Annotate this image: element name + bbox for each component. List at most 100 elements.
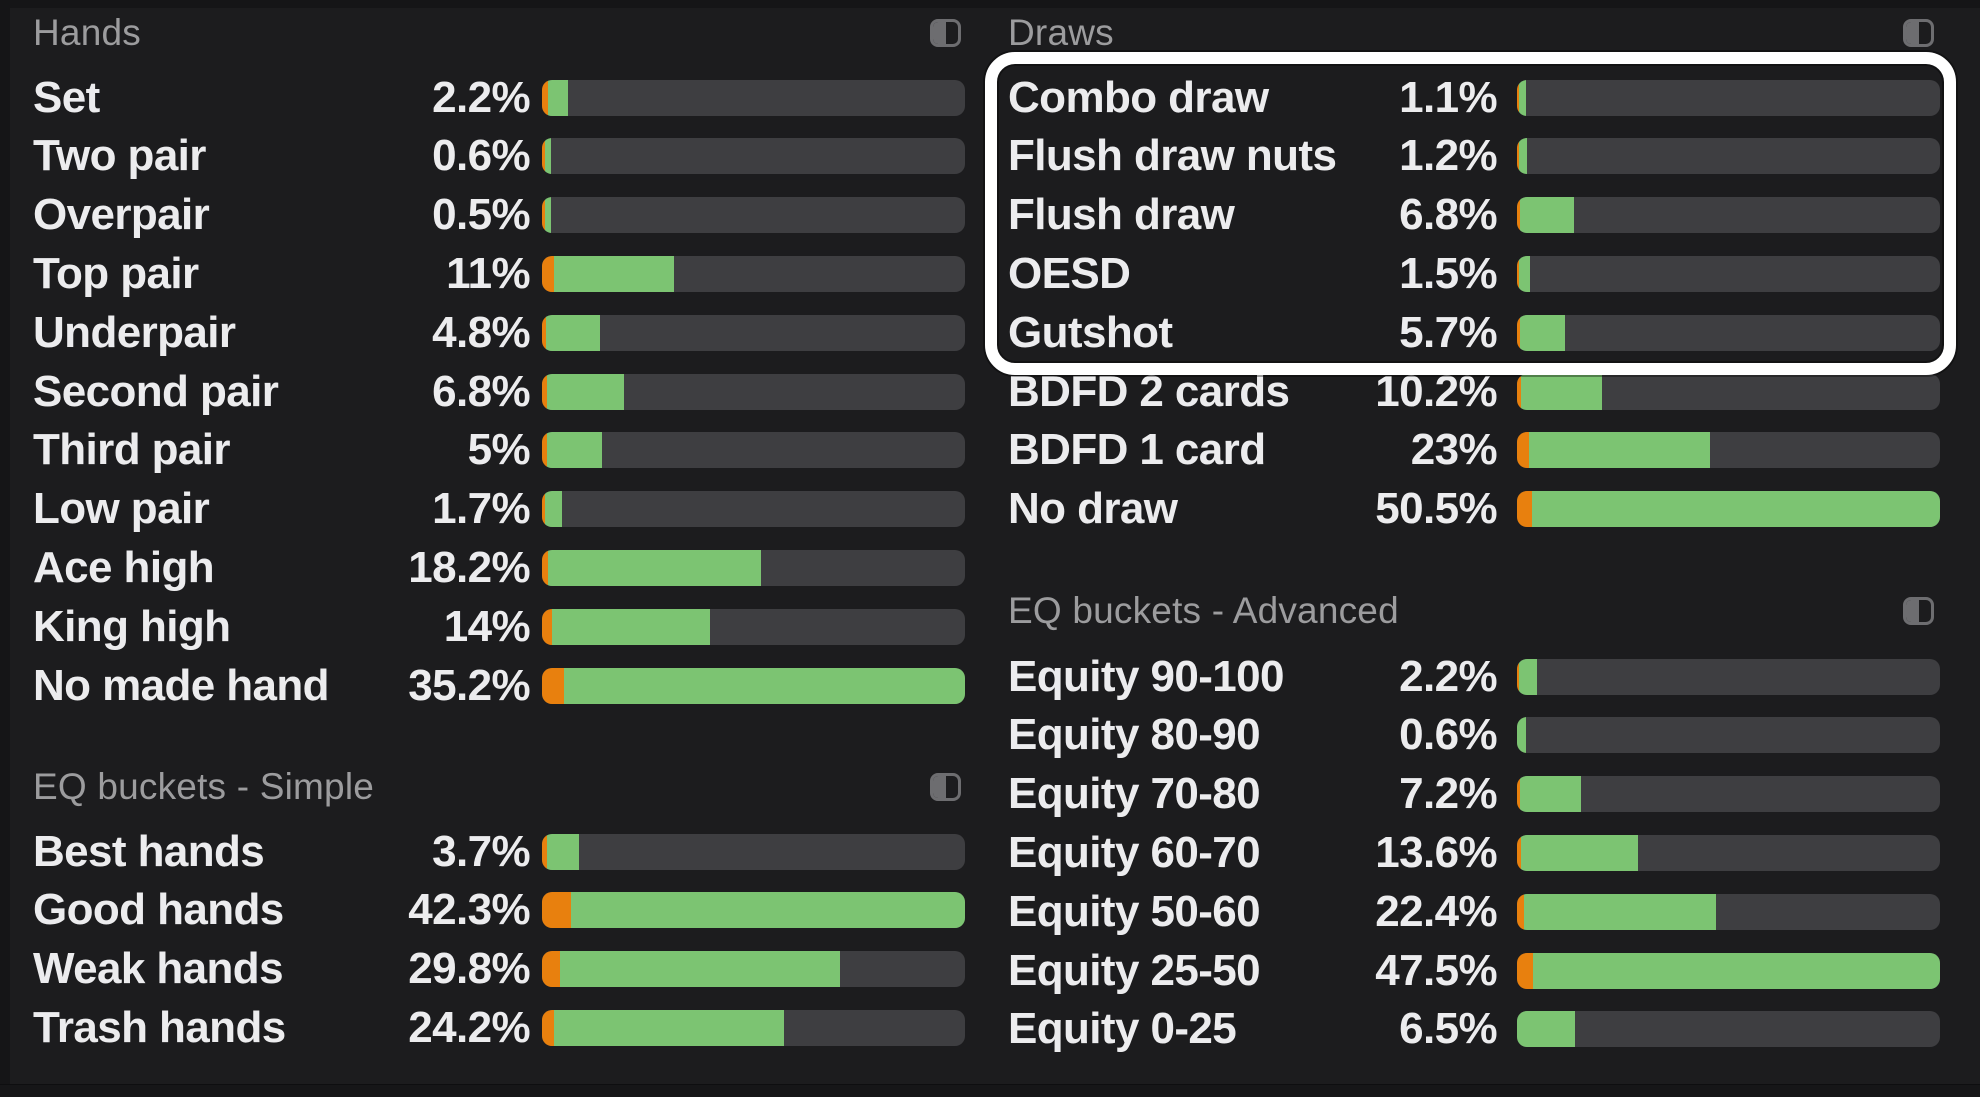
stat-label: OESD — [1008, 248, 1131, 298]
split-square-icon[interactable] — [930, 19, 961, 47]
split-square-icon[interactable] — [1903, 19, 1934, 47]
stat-value: 6.8% — [1399, 190, 1497, 240]
bar-call-segment — [564, 667, 965, 704]
stat-label: Weak hands — [33, 944, 284, 994]
stat-row-set[interactable]: Set 2.2% — [33, 68, 967, 127]
stat-bar — [1517, 491, 1940, 528]
stat-row-overpair[interactable]: Overpair 0.5% — [33, 186, 967, 245]
stat-bar — [542, 892, 965, 929]
stat-label: Ace high — [33, 542, 215, 592]
bar-raise-segment — [1517, 952, 1533, 989]
stat-row-low-pair[interactable]: Low pair 1.7% — [33, 480, 967, 539]
draws-section: Draws Combo draw 1.1% Flush draw nuts 1.2% F… — [1008, 0, 1940, 545]
bar-call-segment — [1519, 79, 1526, 116]
bar-call-segment — [545, 491, 562, 528]
stat-value: 2.2% — [1399, 651, 1497, 701]
bar-call-segment — [571, 892, 965, 929]
stat-row-oesd[interactable]: OESD 1.5% — [1008, 244, 1940, 303]
stat-label: King high — [33, 601, 231, 651]
stat-row-equity-25-50[interactable]: Equity 25-50 47.5% — [1008, 941, 1940, 1000]
stat-bar — [542, 255, 965, 292]
stat-bar — [542, 79, 965, 116]
bar-raise-segment — [542, 314, 546, 351]
panel-bottom-edge — [0, 1084, 1980, 1097]
stat-bar — [542, 491, 965, 528]
bar-call-segment — [547, 373, 624, 410]
stat-value: 35.2% — [408, 660, 530, 710]
bar-raise-segment — [542, 608, 552, 645]
stat-label: Equity 60-70 — [1008, 827, 1261, 877]
stat-value: 47.5% — [1375, 945, 1497, 995]
bar-call-segment — [1521, 834, 1638, 871]
split-square-icon[interactable] — [1903, 597, 1934, 625]
stat-bar — [1517, 893, 1940, 930]
stat-row-equity-50-60[interactable]: Equity 50-60 22.4% — [1008, 882, 1940, 941]
stat-row-equity-0-25[interactable]: Equity 0-25 6.5% — [1008, 1000, 1940, 1059]
stat-label: Equity 80-90 — [1008, 710, 1261, 760]
stat-value: 6.8% — [432, 366, 530, 416]
stat-row-no-draw[interactable]: No draw 50.5% — [1008, 480, 1940, 539]
stat-row-third-pair[interactable]: Third pair 5% — [33, 421, 967, 480]
stat-row-king-high[interactable]: King high 14% — [33, 597, 967, 656]
stat-row-trash-hands[interactable]: Trash hands 24.2% — [33, 998, 967, 1057]
bar-call-segment — [548, 79, 568, 116]
bar-raise-segment — [542, 667, 564, 704]
stat-row-bdfd-1-card[interactable]: BDFD 1 card 23% — [1008, 421, 1940, 480]
stat-row-flush-draw-nuts[interactable]: Flush draw nuts 1.2% — [1008, 127, 1940, 186]
stat-bar — [1517, 776, 1940, 813]
stat-label: Third pair — [33, 425, 231, 475]
bar-call-segment — [1517, 717, 1526, 754]
stat-label: Underpair — [33, 307, 236, 357]
stat-value: 10.2% — [1375, 366, 1497, 416]
stat-row-two-pair[interactable]: Two pair 0.6% — [33, 127, 967, 186]
section-title: EQ buckets - Advanced — [1008, 590, 1399, 631]
stat-value: 24.2% — [408, 1002, 530, 1052]
stat-row-best-hands[interactable]: Best hands 3.7% — [33, 822, 967, 881]
bar-call-segment — [1519, 138, 1527, 175]
stat-label: Gutshot — [1008, 307, 1173, 357]
stat-row-equity-70-80[interactable]: Equity 70-80 7.2% — [1008, 765, 1940, 824]
stat-label: No draw — [1008, 484, 1178, 534]
bar-raise-segment — [542, 79, 548, 116]
stat-row-second-pair[interactable]: Second pair 6.8% — [33, 362, 967, 421]
stat-row-combo-draw[interactable]: Combo draw 1.1% — [1008, 68, 1940, 127]
bar-raise-segment — [1517, 197, 1520, 234]
bar-call-segment — [1517, 1011, 1575, 1048]
bar-raise-segment — [542, 138, 545, 175]
bar-call-segment — [1533, 952, 1940, 989]
stat-row-gutshot[interactable]: Gutshot 5.7% — [1008, 303, 1940, 362]
bar-raise-segment — [1517, 79, 1519, 116]
bar-raise-segment — [542, 432, 547, 469]
stat-bar — [542, 608, 965, 645]
stat-row-flush-draw[interactable]: Flush draw 6.8% — [1008, 186, 1940, 245]
bar-raise-segment — [1517, 834, 1521, 871]
stat-row-top-pair[interactable]: Top pair 11% — [33, 244, 967, 303]
stat-value: 0.6% — [432, 131, 530, 181]
stat-bar — [542, 951, 965, 988]
stat-row-no-made-hand[interactable]: No made hand 35.2% — [33, 656, 967, 715]
bar-raise-segment — [542, 197, 545, 234]
stat-bar — [1517, 658, 1940, 695]
stat-bar — [542, 197, 965, 234]
stat-label: Best hands — [33, 826, 265, 876]
panel-top-edge — [0, 0, 1980, 8]
stat-label: Top pair — [33, 248, 199, 298]
split-square-icon[interactable] — [930, 773, 961, 801]
bar-call-segment — [1519, 658, 1537, 695]
stat-row-equity-90-100[interactable]: Equity 90-100 2.2% — [1008, 647, 1940, 706]
stat-value: 42.3% — [408, 885, 530, 935]
stat-bar — [1517, 314, 1940, 351]
stat-value: 0.5% — [432, 190, 530, 240]
stat-row-ace-high[interactable]: Ace high 18.2% — [33, 538, 967, 597]
stat-label: Equity 70-80 — [1008, 769, 1261, 819]
stat-row-equity-60-70[interactable]: Equity 60-70 13.6% — [1008, 823, 1940, 882]
stat-row-bdfd-2-cards[interactable]: BDFD 2 cards 10.2% — [1008, 362, 1940, 421]
stat-row-equity-80-90[interactable]: Equity 80-90 0.6% — [1008, 706, 1940, 765]
stat-bar — [1517, 79, 1940, 116]
stat-row-good-hands[interactable]: Good hands 42.3% — [33, 881, 967, 940]
stat-row-underpair[interactable]: Underpair 4.8% — [33, 303, 967, 362]
stat-row-weak-hands[interactable]: Weak hands 29.8% — [33, 940, 967, 999]
stat-bar — [542, 314, 965, 351]
stat-value: 23% — [1410, 425, 1498, 475]
stat-label: Trash hands — [33, 1002, 286, 1052]
